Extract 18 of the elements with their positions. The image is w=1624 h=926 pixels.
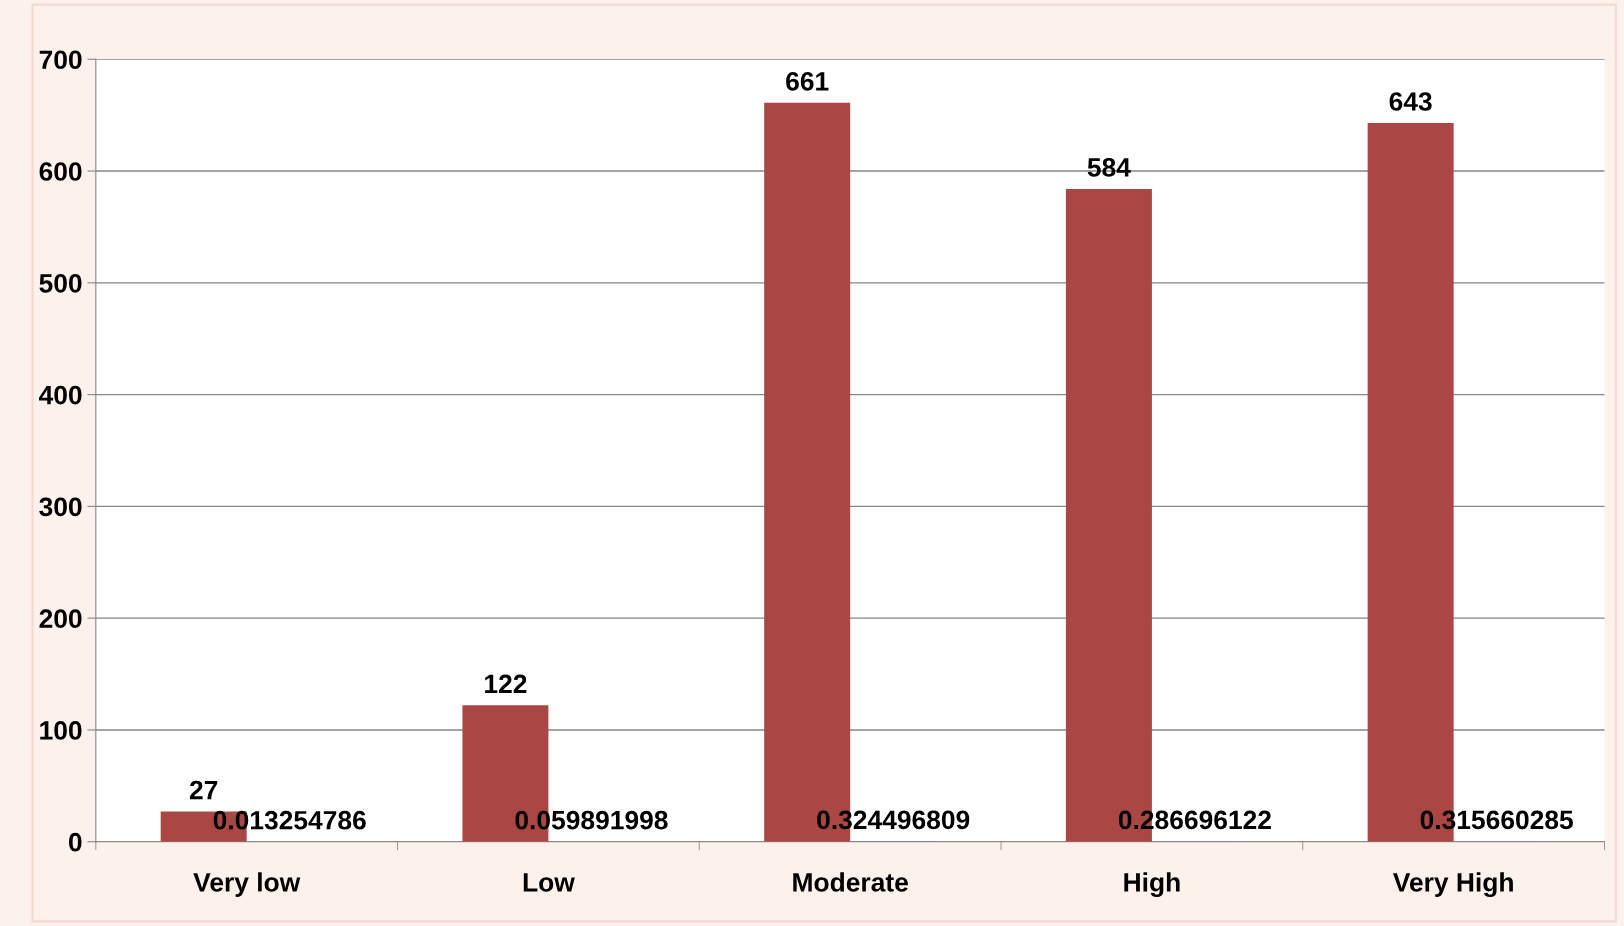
y-tick-label: 0 [68,832,82,852]
x-tick-label: Moderate [793,872,908,892]
y-tick-label: 400 [39,385,82,405]
y-tick-label: 300 [39,497,82,517]
data-label: 661 [786,72,829,91]
x-tick-label: Low [523,873,575,892]
x-tick-label: Very low [193,872,301,897]
y-tick-label: 500 [39,273,82,293]
x-tick-label: High [1124,872,1180,897]
data-label: 27 [189,780,218,800]
y-tick-label: 100 [40,721,82,740]
data-label: 643 [1389,92,1432,111]
y-tick-label: 600 [39,162,82,181]
y-tick-label: 200 [39,609,82,628]
data-label: 122 [485,674,527,693]
y-tick-label: 700 [39,50,82,70]
data-label: 584 [1087,158,1131,177]
x-tick-label: Very High [1392,872,1513,897]
